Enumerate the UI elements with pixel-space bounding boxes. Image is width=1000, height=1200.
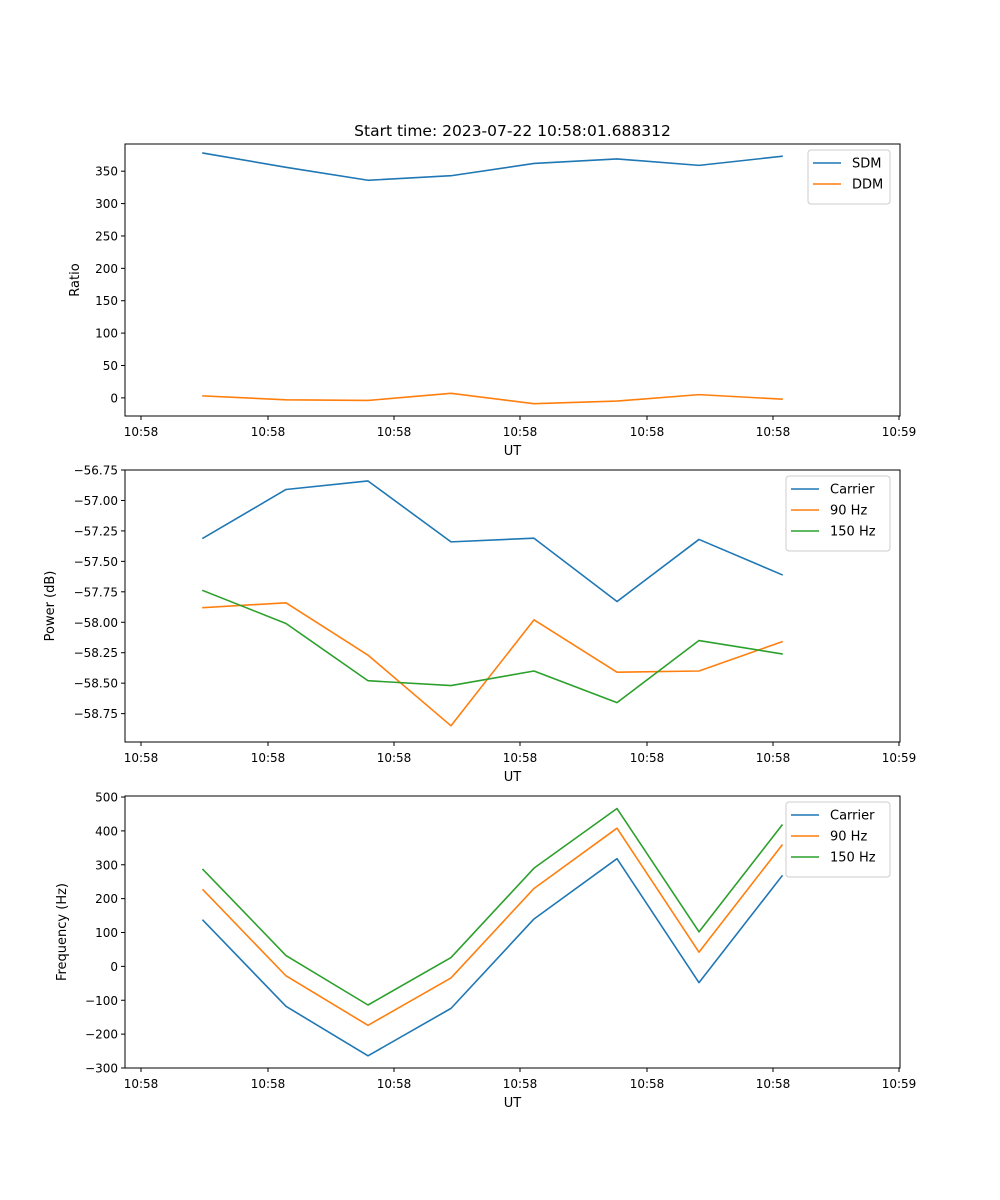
y-tick-label: −58.75 [74, 707, 118, 721]
x-axis-label: UT [504, 444, 522, 459]
x-tick-label: 10:58 [251, 425, 286, 439]
y-tick-label: 100 [95, 327, 118, 341]
x-tick-label: 10:58 [503, 425, 538, 439]
y-axis-label: Frequency (Hz) [55, 883, 70, 981]
x-tick-label: 10:59 [882, 1077, 917, 1091]
y-tick-label: 100 [95, 926, 118, 940]
x-tick-label: 10:58 [503, 751, 538, 765]
legend-label: 150 Hz [830, 851, 876, 866]
y-tick-label: −57.00 [74, 494, 118, 508]
y-tick-label: −58.25 [74, 646, 118, 660]
x-tick-label: 10:58 [124, 425, 159, 439]
axes-frame [124, 143, 901, 417]
series-line-ddm [202, 392, 783, 405]
y-tick-label: −57.75 [74, 585, 118, 599]
y-axis-label: Ratio [68, 263, 83, 296]
legend-box [785, 801, 891, 878]
y-tick-label: 400 [95, 824, 118, 838]
y-tick-label: 500 [95, 791, 118, 805]
series-line-150-hz [201, 807, 784, 1006]
legend-label: 150 Hz [830, 525, 876, 540]
x-tick-label: 10:59 [882, 751, 917, 765]
y-tick-label: −57.50 [74, 555, 118, 569]
y-tick-label: 200 [95, 262, 118, 276]
legend-label: Carrier [830, 809, 875, 824]
legend-label: DDM [852, 178, 883, 193]
y-tick-label: 250 [95, 229, 118, 243]
x-tick-label: 10:58 [756, 425, 791, 439]
x-tick-label: 10:58 [756, 1077, 791, 1091]
x-tick-label: 10:58 [630, 1077, 665, 1091]
axes-frame [124, 795, 901, 1069]
series-line-carrier [201, 480, 784, 603]
legend-label: Carrier [830, 483, 875, 498]
legend: Carrier 90 Hz 150 Hz [785, 475, 891, 552]
y-tick-label: 300 [95, 197, 118, 211]
y-tick-label: 150 [95, 294, 118, 308]
legend-label: SDM [852, 157, 881, 172]
chart-title: Start time: 2023-07-22 10:58:01.688312 [354, 122, 671, 140]
legend-label: 90 Hz [830, 504, 867, 519]
legend: SDM DDM [807, 149, 891, 205]
y-tick-label: 50 [103, 359, 118, 373]
series-line-150-hz [201, 589, 783, 704]
series-line-carrier [201, 857, 784, 1057]
x-tick-label: 10:58 [124, 1077, 159, 1091]
y-tick-label: 300 [95, 858, 118, 872]
legend: Carrier 90 Hz 150 Hz [785, 801, 891, 878]
axes-frame [124, 469, 901, 743]
x-tick-label: 10:58 [124, 751, 159, 765]
x-axis-label: UT [504, 1096, 522, 1111]
chart-panel-2: 10:58 10:58 10:58 10:58 10:58 10:58 10:59 −58.7… [43, 464, 916, 786]
x-tick-label: 10:58 [630, 751, 665, 765]
legend-label: 90 Hz [830, 830, 867, 845]
x-tick-label: 10:58 [251, 751, 286, 765]
y-tick-label: −57.25 [74, 524, 118, 538]
x-axis-label: UT [504, 770, 522, 785]
y-tick-label: −100 [85, 994, 118, 1008]
x-tick-label: 10:58 [377, 425, 412, 439]
y-tick-label: −300 [85, 1062, 118, 1076]
x-tick-label: 10:58 [630, 425, 665, 439]
chart-panel-1: 10:58 10:58 10:58 10:58 10:58 10:58 10:59 0 50 10… [68, 122, 916, 459]
y-tick-label: −58.00 [74, 616, 118, 630]
series-line-sdm [202, 152, 783, 182]
x-tick-label: 10:58 [756, 751, 791, 765]
chart-panel-3: 10:58 10:58 10:58 10:58 10:58 10:58 10:59 −300 −… [55, 791, 916, 1111]
y-axis-label: Power (dB) [43, 571, 58, 642]
y-tick-label: −56.75 [74, 464, 118, 478]
x-tick-label: 10:58 [377, 1077, 412, 1091]
series-line-90-hz [202, 601, 784, 727]
series-line-90-hz [201, 827, 784, 1027]
x-tick-label: 10:58 [377, 751, 412, 765]
x-tick-label: 10:59 [882, 425, 917, 439]
x-tick-label: 10:58 [503, 1077, 538, 1091]
y-tick-label: 0 [110, 960, 118, 974]
y-tick-label: 0 [110, 391, 118, 405]
y-tick-label: 200 [95, 892, 118, 906]
x-tick-label: 10:58 [251, 1077, 286, 1091]
y-tick-label: 350 [95, 165, 118, 179]
legend-box [785, 475, 891, 552]
y-tick-label: −58.50 [74, 677, 118, 691]
y-tick-label: −200 [85, 1028, 118, 1042]
